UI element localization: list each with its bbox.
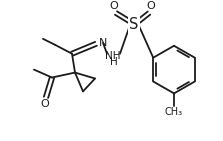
Text: CH₃: CH₃ [165, 107, 183, 117]
Text: O: O [41, 99, 49, 109]
Text: O: O [110, 1, 118, 11]
Text: NH: NH [105, 51, 121, 61]
Text: S: S [129, 17, 139, 32]
Text: O: O [147, 1, 155, 11]
Text: H: H [110, 57, 118, 67]
Text: N: N [99, 38, 107, 48]
